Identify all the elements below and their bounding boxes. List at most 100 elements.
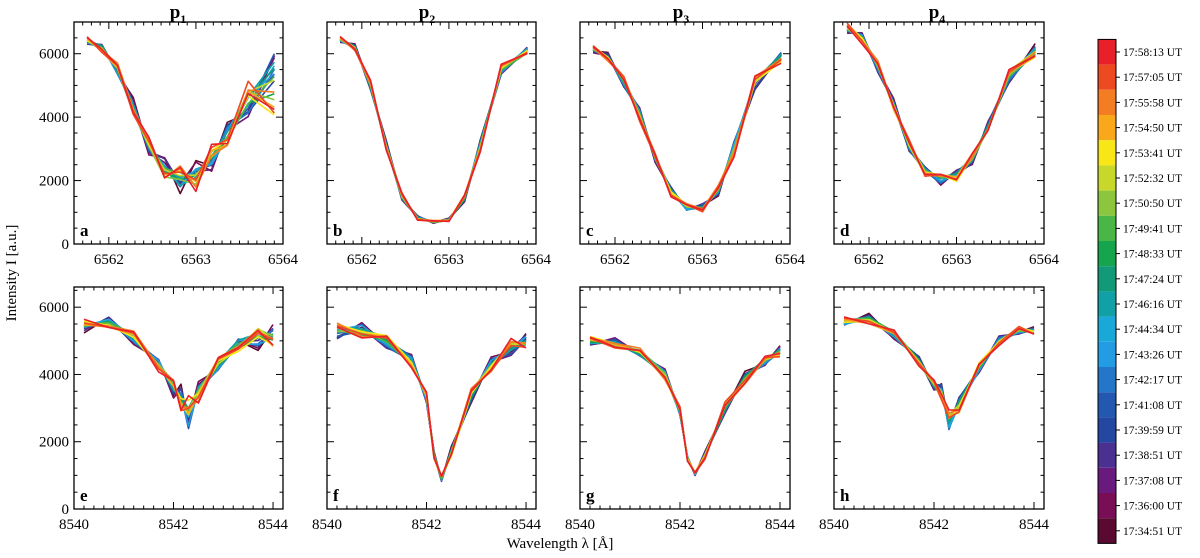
x-tick-label-f: 8542 — [412, 517, 442, 533]
y-tick-label-a: 6000 — [39, 47, 69, 63]
series-line-e-16 — [83, 319, 274, 430]
legend-label: 17:46:16 UT — [1123, 299, 1182, 311]
y-tick-label-e: 6000 — [39, 300, 69, 316]
series-group-a — [86, 36, 276, 195]
x-tick-label-h: 8544 — [1019, 517, 1050, 533]
legend-swatch — [1098, 417, 1116, 443]
legend-swatch — [1098, 241, 1116, 267]
series-line-c-9 — [592, 47, 782, 210]
series-line-f-5 — [336, 323, 527, 478]
series-line-g-7 — [589, 336, 781, 475]
series-line-d-6 — [846, 27, 1036, 179]
series-line-h-11 — [843, 316, 1035, 424]
series-line-d-9 — [846, 27, 1036, 179]
legend-label: 17:44:34 UT — [1123, 324, 1182, 336]
panel-letter-f: f — [333, 486, 339, 505]
series-line-g-5 — [589, 335, 781, 474]
legend-swatch — [1098, 165, 1116, 191]
y-tick-label-e: 0 — [62, 502, 70, 518]
legend-label: 17:55:58 UT — [1123, 97, 1182, 109]
legend-label: 17:42:17 UT — [1123, 375, 1182, 387]
series-line-d-18 — [847, 32, 1036, 183]
panel-frame-d — [833, 21, 1045, 245]
series-line-f-3 — [336, 322, 527, 477]
series-line-d-11 — [846, 29, 1036, 179]
series-line-e-19 — [83, 317, 274, 422]
series-line-d-5 — [846, 23, 1036, 183]
series-line-h-13 — [843, 316, 1035, 427]
series-line-f-7 — [336, 330, 527, 478]
series-line-b-9 — [339, 38, 528, 223]
series-line-b-4 — [339, 36, 528, 222]
x-tick-label-d: 6562 — [854, 252, 884, 268]
legend-swatch — [1098, 392, 1116, 418]
legend-label: 17:36:00 UT — [1123, 501, 1182, 513]
x-tick-label-b: 6564 — [521, 252, 552, 268]
x-tick-label-a: 6562 — [94, 252, 124, 268]
series-line-b-7 — [339, 36, 528, 223]
legend-label: 17:54:50 UT — [1123, 123, 1182, 135]
x-tick-label-e: 8544 — [258, 517, 289, 533]
series-group-e — [83, 316, 274, 430]
series-line-c-2 — [592, 45, 782, 213]
panel-letter-h: h — [840, 486, 850, 505]
legend-label: 17:57:05 UT — [1123, 72, 1182, 84]
x-tick-label-d: 6563 — [942, 252, 972, 268]
x-tick-label-g: 8540 — [565, 517, 595, 533]
x-tick-label-a: 6564 — [268, 252, 299, 268]
series-line-e-18 — [83, 317, 274, 425]
series-line-f-13 — [336, 324, 527, 482]
series-line-g-15 — [589, 338, 781, 475]
series-line-h-14 — [843, 315, 1035, 430]
series-line-b-8 — [339, 38, 528, 223]
series-group-f — [336, 321, 527, 483]
series-line-b-1 — [339, 35, 528, 223]
legend-swatch — [1098, 341, 1116, 367]
series-line-g-2 — [589, 337, 781, 474]
legend-label: 17:48:33 UT — [1123, 249, 1182, 261]
legend-swatch — [1098, 291, 1116, 317]
column-title-p2: p2 — [419, 2, 436, 26]
panel-b: 6562 6563 6564 b — [326, 21, 552, 268]
legend-label: 17:58:13 UT — [1123, 47, 1182, 59]
x-tick-label-f: 8544 — [511, 517, 542, 533]
series-line-g-6 — [589, 337, 781, 474]
y-tick-label-a: 0 — [62, 237, 70, 253]
series-line-d-1 — [846, 25, 1036, 181]
series-line-g-16 — [589, 339, 781, 476]
series-line-b-10 — [339, 38, 528, 223]
series-line-c-1 — [592, 46, 782, 211]
series-line-c-3 — [592, 46, 782, 210]
panel-letter-g: g — [586, 486, 595, 505]
x-tick-label-f: 8540 — [312, 517, 342, 533]
series-line-b-6 — [339, 38, 528, 223]
legend-label: 17:37:08 UT — [1123, 475, 1182, 487]
panel-a: 6562 6563 6564 0 2000 4000 6000 a — [39, 21, 299, 268]
x-tick-label-b: 6563 — [434, 252, 464, 268]
series-line-d-20 — [847, 31, 1036, 184]
series-line-f-15 — [336, 330, 527, 481]
y-axis-title: Intensity I [a.u.] — [4, 225, 20, 322]
series-line-d-16 — [846, 29, 1036, 183]
series-line-b-17 — [339, 40, 528, 224]
legend-swatch — [1098, 89, 1116, 115]
legend-frame — [1097, 38, 1117, 544]
series-line-d-12 — [846, 29, 1036, 182]
series-line-d-4 — [846, 24, 1036, 178]
series-line-e-17 — [83, 316, 274, 425]
legend-label: 17:53:41 UT — [1123, 148, 1182, 160]
legend-swatch — [1098, 115, 1116, 141]
series-line-f-16 — [336, 323, 527, 481]
y-tick-label-e: 4000 — [39, 367, 69, 383]
series-line-b-14 — [339, 38, 528, 223]
series-group-b — [339, 35, 528, 224]
column-title-p1: p1 — [170, 2, 187, 26]
series-line-c-6 — [592, 45, 782, 210]
series-line-b-5 — [339, 36, 528, 223]
panel-g: 8540 8542 8544 g — [565, 286, 796, 533]
legend-label: 17:47:24 UT — [1123, 274, 1182, 286]
y-tick-label-e: 2000 — [39, 435, 69, 451]
series-line-e-2 — [83, 322, 274, 412]
series-line-f-8 — [336, 329, 527, 480]
